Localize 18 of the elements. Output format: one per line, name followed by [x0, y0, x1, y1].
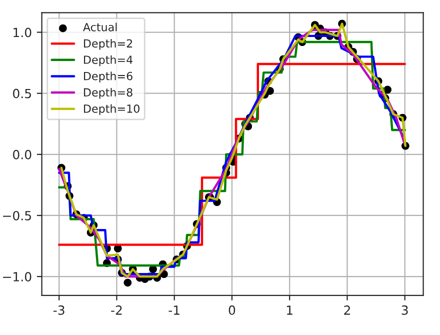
- x-tick-label: 2: [344, 305, 350, 315]
- legend-label: Depth=2: [84, 39, 132, 50]
- legend-label: Depth=10: [84, 104, 140, 116]
- x-tick-label: 1: [286, 306, 292, 315]
- x-tick-label: -2: [111, 305, 122, 315]
- legend-label: Depth=4: [84, 55, 133, 66]
- x-tick-label: 3: [402, 305, 408, 315]
- y-tick-label: −1.0: [3, 272, 32, 282]
- legend-label: Depth=8: [84, 88, 132, 99]
- y-tick-label: −0.5: [3, 210, 31, 220]
- legend-label: Depth=6: [84, 72, 132, 82]
- y-tick-label: 0.5: [13, 88, 31, 98]
- x-tick-label: -3: [53, 305, 64, 315]
- y-tick-label: 1.0: [14, 28, 32, 38]
- y-tick-label: 0.0: [13, 150, 32, 160]
- x-tick-label: -1: [168, 306, 180, 315]
- x-tick-label: 0: [228, 305, 236, 315]
- legend-label: Actual: [83, 22, 117, 32]
